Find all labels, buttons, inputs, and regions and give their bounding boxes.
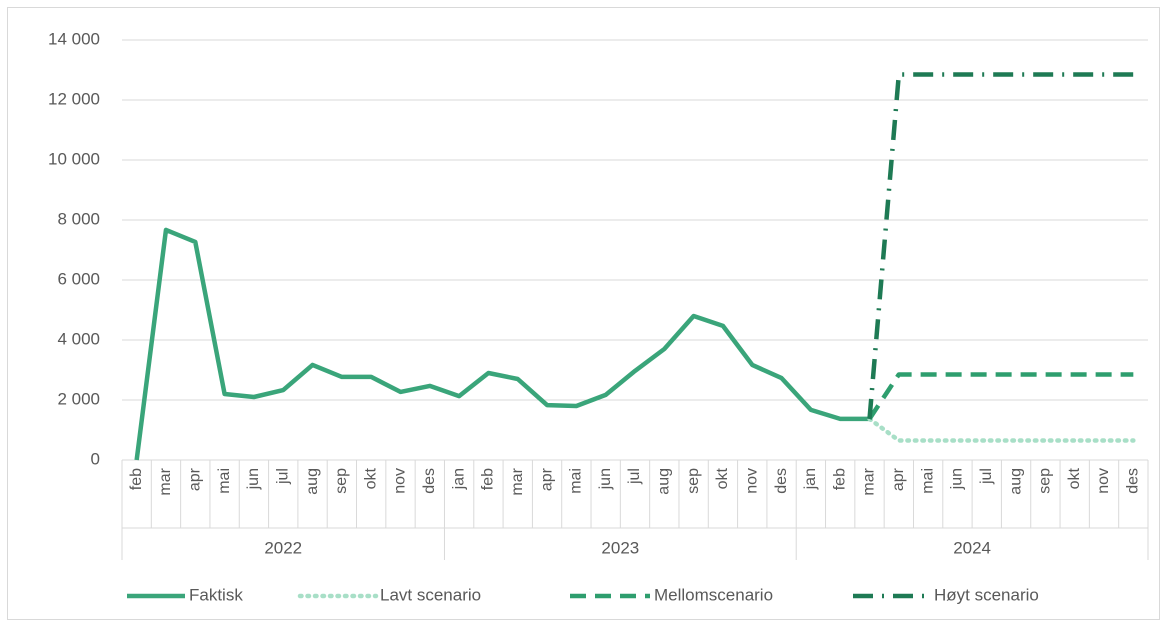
x-tick-label: jul bbox=[626, 468, 643, 485]
x-tick-label: mai bbox=[919, 468, 936, 494]
y-tick-label: 2 000 bbox=[57, 389, 100, 408]
x-tick-label: nov bbox=[392, 468, 409, 494]
x-tick-label: okt bbox=[362, 467, 379, 489]
x-tick-label: aug bbox=[656, 468, 673, 495]
x-tick-label: mar bbox=[509, 467, 526, 495]
x-tick-label: jun bbox=[949, 468, 966, 490]
x-group-label: 2023 bbox=[601, 538, 639, 557]
x-tick-label: aug bbox=[1007, 468, 1024, 495]
x-tick-label: jan bbox=[802, 468, 819, 490]
x-tick-label: jul bbox=[978, 468, 995, 485]
series-line bbox=[867, 72, 1134, 420]
x-tick-label: mar bbox=[157, 467, 174, 495]
x-tick-label: nov bbox=[1095, 468, 1112, 494]
x-tick-label: apr bbox=[187, 467, 204, 491]
x-tick-label: nov bbox=[743, 468, 760, 494]
x-tick-label: apr bbox=[890, 467, 907, 491]
y-tick-label: 8 000 bbox=[57, 209, 100, 228]
x-tick-label: sep bbox=[1037, 468, 1054, 494]
x-tick-label: sep bbox=[685, 468, 702, 494]
x-tick-label: apr bbox=[538, 467, 555, 491]
x-group-label: 2022 bbox=[264, 538, 302, 557]
x-tick-label: feb bbox=[128, 468, 145, 490]
series-line bbox=[134, 227, 870, 461]
legend-label: Mellomscenario bbox=[654, 585, 773, 604]
y-tick-label: 14 000 bbox=[48, 29, 100, 48]
x-tick-label: jun bbox=[597, 468, 614, 490]
x-tick-label: aug bbox=[304, 468, 321, 495]
x-tick-label: feb bbox=[831, 468, 848, 490]
y-tick-label: 12 000 bbox=[48, 89, 100, 108]
series-line bbox=[867, 372, 1134, 421]
y-tick-label: 6 000 bbox=[57, 269, 100, 288]
y-tick-label: 0 bbox=[91, 449, 100, 468]
x-tick-label: jan bbox=[450, 468, 467, 490]
legend-label: Faktisk bbox=[189, 585, 243, 604]
x-tick-label: jun bbox=[245, 468, 262, 490]
chart-frame bbox=[7, 7, 1160, 620]
x-tick-label: sep bbox=[333, 468, 350, 494]
x-tick-label: jul bbox=[274, 468, 291, 485]
x-group-label: 2024 bbox=[953, 538, 991, 557]
x-tick-label: des bbox=[773, 468, 790, 494]
x-tick-label: des bbox=[421, 468, 438, 494]
y-tick-label: 4 000 bbox=[57, 329, 100, 348]
x-tick-label: mar bbox=[861, 467, 878, 495]
legend-label: Lavt scenario bbox=[380, 585, 481, 604]
x-tick-label: mai bbox=[568, 468, 585, 494]
x-tick-label: okt bbox=[1066, 467, 1083, 489]
legend-label: Høyt scenario bbox=[934, 585, 1039, 604]
x-tick-label: des bbox=[1125, 468, 1142, 494]
x-tick-label: okt bbox=[714, 467, 731, 489]
x-tick-label: feb bbox=[480, 468, 497, 490]
series-line bbox=[867, 416, 1136, 443]
y-tick-label: 10 000 bbox=[48, 149, 100, 168]
x-tick-label: mai bbox=[216, 468, 233, 494]
